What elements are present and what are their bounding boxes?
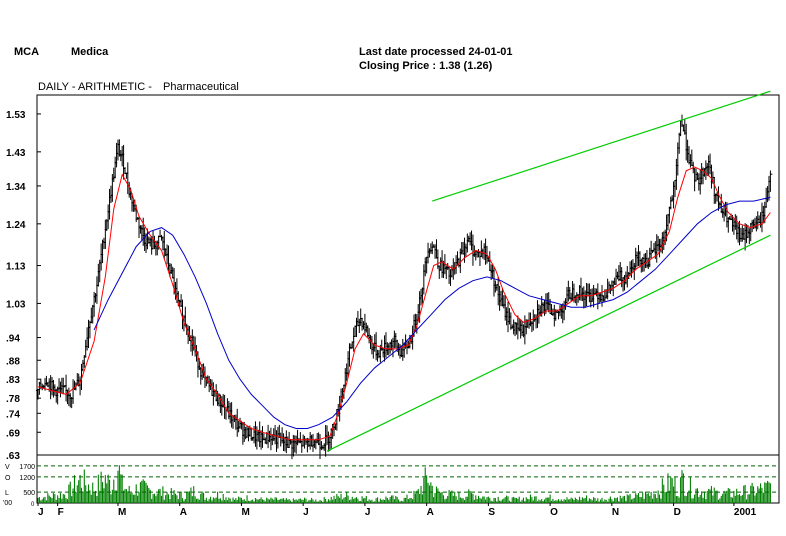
ohlc-price-bars — [36, 114, 773, 460]
time-tick-label: A — [180, 507, 187, 518]
price-panel-frame — [36, 94, 780, 456]
volume-axis-letter: O — [5, 475, 11, 482]
time-axis: J F M A M J J A S O N D 2001 — [37, 503, 757, 518]
closing-price: Closing Price : 1.38 (1.26) — [359, 60, 493, 72]
volume-bars — [37, 465, 771, 503]
moving-average-lines — [37, 166, 771, 441]
sector-label: Pharmaceutical — [163, 81, 239, 93]
upper-trend-line — [432, 90, 771, 202]
price-tick-label: 1.53 — [6, 110, 26, 121]
volume-unit-label: '00 — [3, 500, 12, 507]
time-tick-label: J — [365, 507, 371, 518]
price-tick-label: .63 — [6, 451, 20, 462]
price-tick-label: .83 — [6, 375, 20, 386]
time-tick-label: J — [303, 507, 309, 518]
volume-axis-letter: L — [5, 490, 9, 497]
time-tick-label: N — [612, 507, 619, 518]
company-name: Medica — [71, 46, 109, 58]
volume-gridlines — [37, 465, 779, 493]
volume-tick-label: 1700 — [19, 464, 35, 471]
price-tick-label: .88 — [6, 356, 20, 367]
price-tick-label: .69 — [6, 428, 20, 439]
time-tick-label: 2001 — [734, 507, 757, 518]
time-tick-label: M — [241, 507, 249, 518]
trend-channel — [326, 90, 771, 452]
volume-zero-label: 0 — [31, 502, 35, 508]
ohlc-bar — [768, 170, 773, 192]
volume-axis: 1700 V 1200 O 500 L '00 0 — [3, 464, 35, 508]
price-tick-label: 1.34 — [6, 182, 26, 193]
price-tick-label: 1.13 — [6, 262, 26, 273]
short-moving-average-line — [37, 166, 771, 441]
time-tick-label: J — [38, 507, 44, 518]
time-tick-label: D — [674, 507, 681, 518]
ticker-symbol: MCA — [14, 46, 40, 58]
price-tick-label: .94 — [6, 334, 20, 345]
volume-axis-letter: V — [5, 464, 10, 471]
time-tick-label: A — [427, 507, 434, 518]
lower-trend-line — [326, 234, 771, 452]
price-tick-label: .78 — [6, 394, 20, 405]
price-tick-label: 1.24 — [6, 220, 26, 231]
price-tick-label: 1.03 — [6, 299, 26, 310]
long-moving-average-line — [93, 196, 771, 429]
volume-tick-label: 1200 — [19, 475, 35, 482]
volume-tick-label: 500 — [23, 490, 35, 497]
price-tick-label: 1.43 — [6, 148, 26, 159]
price-tick-label: .74 — [6, 409, 20, 420]
last-date-processed: Last date processed 24-01-01 — [359, 46, 513, 58]
time-tick-label: O — [550, 507, 558, 518]
chart-mode-label: DAILY - ARITHMETIC - — [38, 81, 152, 93]
time-tick-label: S — [488, 507, 495, 518]
price-axis: 1.53 1.43 1.34 1.24 1.13 1.03 .94 .88 .83 .78 .74.… — [6, 110, 41, 462]
time-tick-label: M — [118, 507, 126, 518]
time-tick-label: F — [58, 507, 64, 518]
